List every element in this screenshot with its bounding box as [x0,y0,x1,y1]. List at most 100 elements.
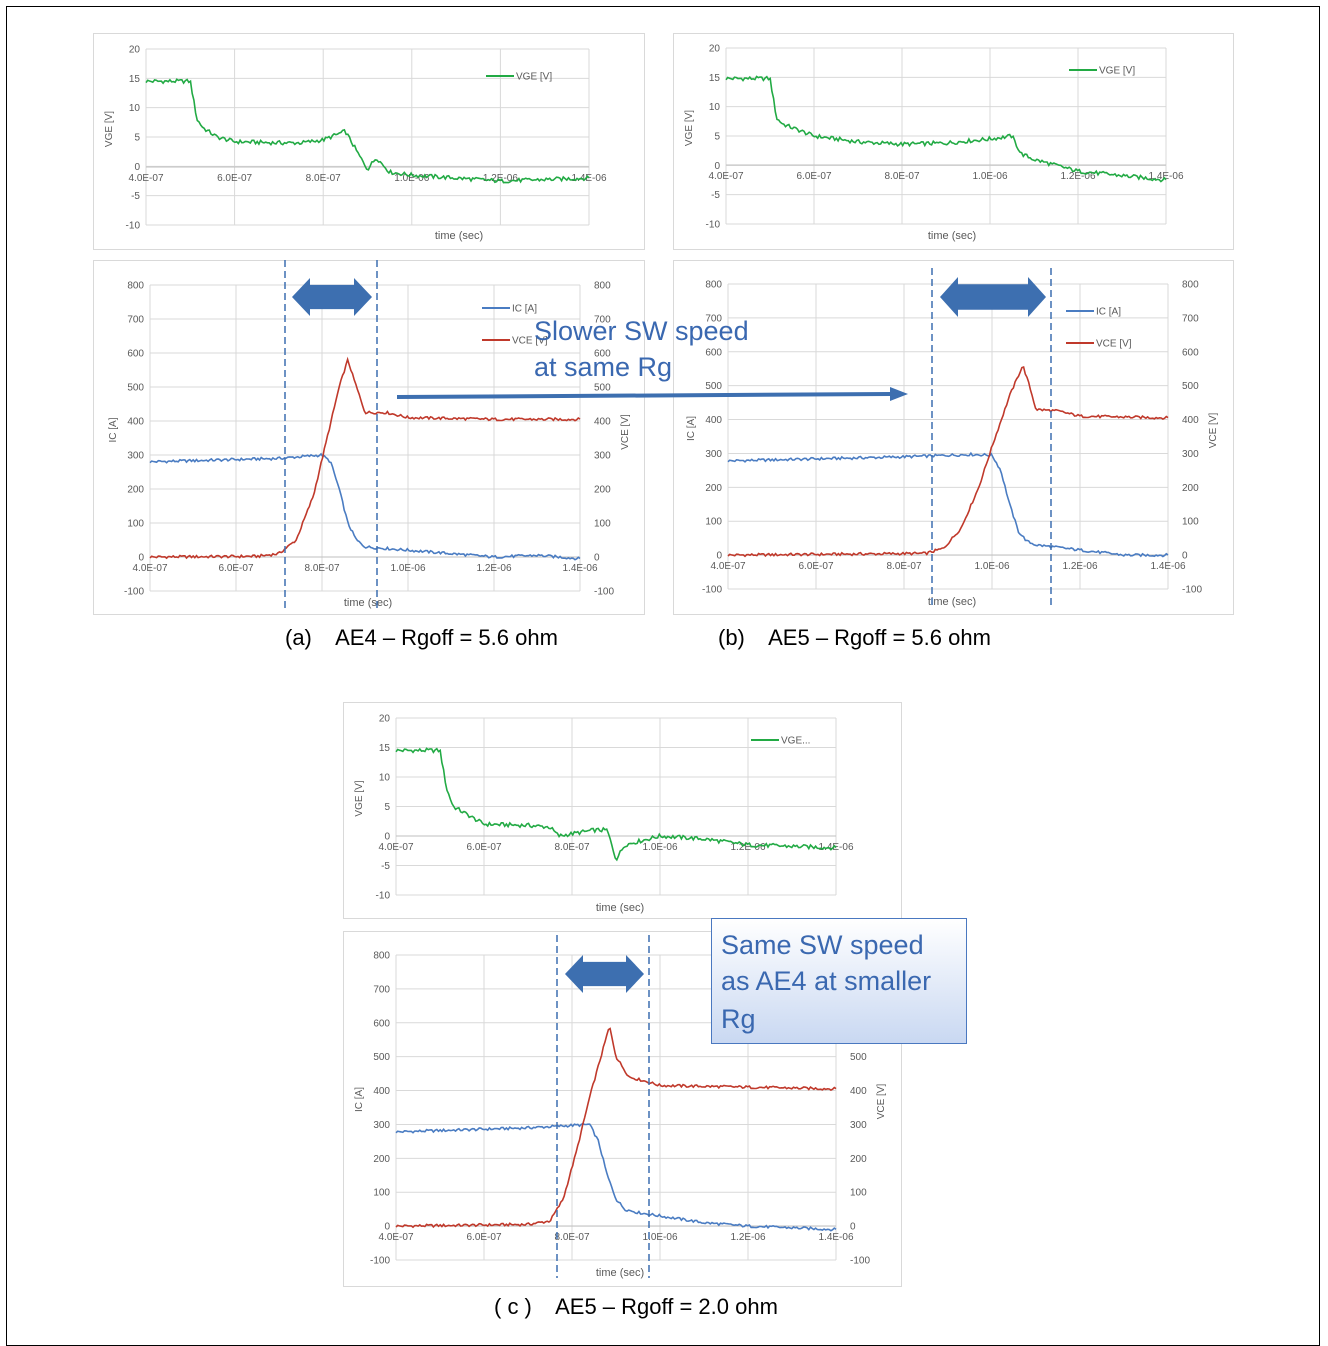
y-tick-label: 300 [705,449,722,460]
x-tick-label: 1.2E-06 [730,1232,765,1243]
x-tick-label: 8.0E-07 [886,561,921,572]
y-tick-label: 0 [134,162,140,173]
y-tick-label: 10 [379,773,391,784]
y-tick-label: 200 [705,483,722,494]
x-tick-label: 6.0E-07 [466,842,501,853]
x-tick-label: 1.2E-06 [476,563,511,574]
y-tick-label: 100 [127,519,144,530]
y2-tick-label: 500 [850,1052,867,1063]
x-axis-title: time (sec) [344,597,392,609]
annotation-same-line2: as AE4 at smaller [721,966,932,996]
y2-axis-label: VCE [V] [876,1084,887,1120]
y-tick-label: 0 [714,161,720,172]
y-tick-label: 15 [379,743,391,754]
y-tick-label: 400 [373,1086,390,1097]
y-tick-label: 20 [129,45,141,56]
series-line-vcev [395,1027,837,1229]
y-tick-label: 20 [379,714,391,725]
x-tick-label: 1.2E-06 [483,173,518,184]
y-tick-label: -100 [124,587,144,598]
y2-tick-label: 800 [1182,280,1199,291]
y2-tick-label: 0 [594,553,600,564]
y2-axis-label: VCE [V] [1208,413,1219,449]
caption-b: (b) AE5 – Rgoff = 5.6 ohm [718,625,991,650]
x-tick-label: 6.0E-07 [796,171,831,182]
series-line-ica [395,1122,837,1232]
x-tick-label: 1.4E-06 [1148,171,1183,182]
x-tick-label: 8.0E-07 [306,173,341,184]
y2-tick-label: 200 [1182,483,1199,494]
y2-tick-label: -100 [1182,585,1202,596]
chart-b-vge: 20 15 10 5 0 -5 -10 4.0E-07 6.0E-07 8.0E-07 1.0E-0… [673,33,1234,250]
x-tick-label: 1.4E-06 [571,173,606,184]
y-axis-title: IC [A] [108,417,119,442]
legend-label: VGE... [781,736,810,747]
y-tick-label: -100 [702,585,722,596]
x-tick-label: 1.0E-06 [642,1232,677,1243]
x-tick-label: 1.0E-06 [390,563,425,574]
x-tick-label: 1.4E-06 [818,1232,853,1243]
x-tick-label: 1.4E-06 [818,842,853,853]
x-tick-label: 8.0E-07 [554,1232,589,1243]
y-tick-label: 400 [705,415,722,426]
x-tick-label: 4.0E-07 [708,171,743,182]
x-axis-title: time (sec) [596,902,644,914]
x-tick-label: 6.0E-07 [798,561,833,572]
y2-tick-label: -100 [594,587,614,598]
series-line-vcev [149,356,581,560]
y-tick-label: 700 [127,315,144,326]
x-tick-label: 1.0E-06 [642,842,677,853]
chart-b-ic-vce: 800 700 600 500 400 300 200 100 0 -100 4.0E-07 6.0E… [673,260,1234,615]
caption-c: ( c ) AE5 – Rgoff = 2.0 ohm [494,1294,778,1319]
x-tick-label: 6.0E-07 [466,1232,501,1243]
legend-label: VCE [V] [1096,339,1132,350]
y2-tick-label: 500 [1182,381,1199,392]
y-tick-label: 600 [705,347,722,358]
y-tick-label: 500 [705,381,722,392]
y-tick-label: 100 [373,1188,390,1199]
series-line-ica [727,451,1169,558]
y-axis-title: IC [A] [354,1087,365,1112]
y2-tick-label: 400 [594,417,611,428]
annotation-slower-line1: Slower SW speed [534,316,749,346]
y-tick-label: 700 [705,313,722,324]
y-axis-title: VGE [V] [104,111,115,147]
x-tick-label: 6.0E-07 [218,563,253,574]
y-tick-label: -100 [370,1256,390,1267]
caption-a: (a) AE4 – Rgoff = 5.6 ohm [285,625,558,650]
x-axis-title: time (sec) [928,596,976,608]
series-line-vgev [725,75,1167,183]
y2-tick-label: 100 [850,1188,867,1199]
y-tick-label: 15 [129,74,141,85]
y2-tick-label: 300 [594,451,611,462]
y-tick-label: 0 [384,832,390,843]
y-tick-label: -10 [376,891,391,902]
x-tick-label: 1.0E-06 [394,173,429,184]
x-tick-label: 1.0E-06 [974,561,1009,572]
y-tick-label: 200 [373,1154,390,1165]
x-tick-label: 1.2E-06 [730,842,765,853]
x-axis-title: time (sec) [596,1267,644,1279]
y-tick-label: 5 [134,133,140,144]
series-line-ica [149,452,581,561]
y2-tick-label: 500 [594,383,611,394]
legend-label: VCE [V] [512,336,548,347]
y-axis-title: VGE [V] [354,780,365,816]
annotation-same-line3: Rg [721,1004,756,1034]
y-tick-label: 600 [373,1018,390,1029]
y-tick-label: 600 [127,349,144,360]
y-tick-label: -10 [126,221,141,232]
y2-tick-label: 700 [1182,313,1199,324]
series-line-vcev [727,365,1169,558]
x-tick-label: 1.2E-06 [1060,171,1095,182]
y-tick-label: 400 [127,417,144,428]
y-axis-title: VGE [V] [684,110,695,146]
annotation-same-line1: Same SW speed [721,930,924,960]
chart-c-vge: 20 15 10 5 0 -5 -10 4.0E-07 6.0E-07 8.0E-07 1.0E-0… [343,702,902,919]
x-tick-label: 6.0E-07 [217,173,252,184]
y-tick-label: -5 [381,861,390,872]
y-tick-label: -10 [706,220,721,231]
y-tick-label: 800 [127,281,144,292]
y-tick-label: 800 [705,280,722,291]
y2-tick-label: 300 [1182,449,1199,460]
